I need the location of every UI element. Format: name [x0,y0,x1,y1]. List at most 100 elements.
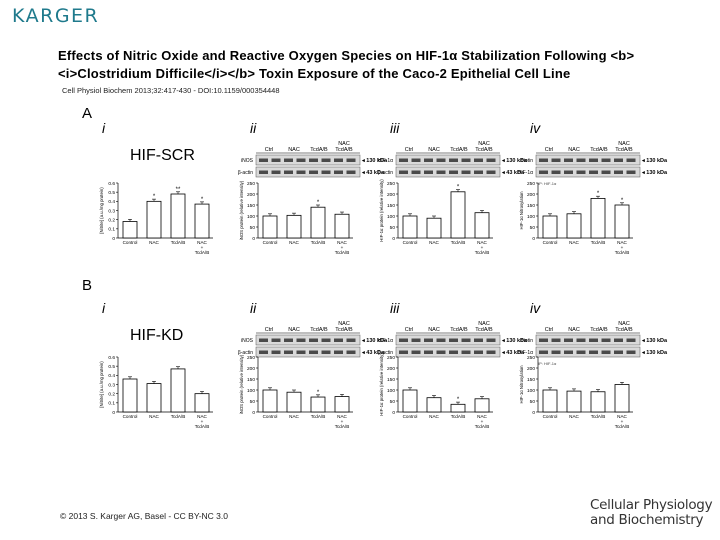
chart-A-ii-cat-0-0: Control [263,240,278,245]
chart-B-i-ylabel: [Nitrite] (a.u./mg protein) [99,361,104,408]
chart-A-i-tick-label-3: 0.3 [108,208,115,214]
chart-B-ii-tick-label-4: 200 [247,366,255,372]
chart-B-iv-bar-3 [614,384,630,413]
blot-band-Aiv-1-4 [589,170,598,174]
blot-band-Aii-1-3 [296,170,306,174]
chart-B-i-cat-3-1: + [201,419,204,424]
chart-B-i-bar-2 [170,368,186,413]
chart-B-iii-tick-label-0: 0 [392,410,395,416]
journal-logo: Cellular Physiology and Biochemistry [590,498,713,528]
chart-B-iii-bar-2 [450,403,466,413]
blot-lane-Bii-3-b: TcdA/B [335,327,353,333]
chart-B-iv-ylabel: HIF-1α Nitrosylation [519,365,524,404]
blot-band-Bii-1-6 [334,350,343,354]
chart-A-i-bar-0 [122,221,138,239]
blot-band-Biii-1-0 [399,350,408,354]
subpanel-label-B-iii: iii [390,300,400,316]
chart-B-iii-cat-3-1: + [481,419,484,424]
chart-A-iv-bar-0 [542,215,558,239]
blot-lane-Aii-0: Ctrl [265,147,274,153]
chart-B-iii-tick-label-4: 200 [387,366,395,372]
blot-lane-Aii-3-a: NAC [338,141,350,147]
blot-lane-Biii-3-b: TcdA/B [475,327,493,333]
chart-B-i-cat-0-0: Control [123,414,138,419]
blot-band-Aii-0-1 [271,158,281,162]
blot-strip-Aiv-0 [535,154,641,166]
chart-B-i-tick-label-6: 0.6 [108,355,115,361]
blot-strip-Aiii-1 [395,166,501,178]
chart-A-iii-cat-3-0: NAC [477,240,487,245]
blot-lane-Biv-0: Ctrl [545,327,554,333]
blot-band-Aiv-0-5 [601,158,611,162]
blot-band-Aii-1-2 [284,170,293,174]
chart-B-iv-tick-label-2: 100 [527,388,535,394]
chart-A-i-cat-0-0: Control [123,240,138,245]
chart-B-iv-cat-3-0: NAC [617,414,627,419]
blot-lane-Aiv-1: NAC [568,147,580,153]
chart-A-ii-tick-label-0: 0 [252,236,255,242]
blot-lane-Bii-0: Ctrl [265,327,274,333]
chart-B-i-tick-label-1: 0.1 [108,401,115,407]
blot-band-Bii-1-0 [259,350,268,354]
subpanel-label-A-iv: iv [530,120,541,136]
blot-strip-Aii-1 [255,166,361,178]
blot-lane-Biii-3-a: NAC [478,321,490,327]
blot-band-Aiii-0-2 [424,158,433,162]
blot-marker-Aii-0: ◂ 130 kDa [361,158,388,164]
chart-B-i-cat-1-0: NAC [149,414,159,419]
chart-A-iv-tick-label-2: 100 [527,214,535,220]
blot-band-Biii-1-2 [424,350,433,354]
blot-band-Aiii-1-7 [486,170,496,174]
blot-band-Aiv-0-4 [589,158,598,162]
blot-band-Aiii-1-3 [436,170,446,174]
blot-band-Aii-1-1 [271,170,281,174]
chart-A-iv-tick-label-3: 150 [527,203,535,209]
panel-label-A: A [82,105,92,122]
chart-B-iv-tick-label-4: 200 [527,366,535,372]
blot-marker-Biv-1: ◂ 130 kDa [641,350,668,356]
chart-B-iii-tick-label-5: 250 [387,355,395,361]
blot-row-label-Biii-1: β-actin [378,350,393,356]
blot-lane-Aiv-3-a: NAC [618,141,630,147]
chart-A-i-star-2: ** [176,187,181,193]
blot-band-Bii-0-1 [271,338,281,342]
chart-A-iii-cat-3-1: + [481,245,484,250]
blot-strip-Bii-0 [255,334,361,346]
chart-A-iv-cat-0-0: Control [543,240,558,245]
chart-A-iii-cat-1-0: NAC [429,240,439,245]
chart-A-i-star-1: * [153,194,156,200]
chart-B-ii-bar-0 [262,389,278,413]
blot-marker-Aiii-0: ◂ 130 kDa [501,158,528,164]
chart-B-i-bar-1 [146,383,162,413]
blot-band-Aii-1-6 [334,170,343,174]
chart-A-iv-cat-2-0: TcdA/B [591,240,606,245]
blot-band-Aii-0-0 [259,158,268,162]
chart-A-ii-bar-0 [262,215,278,239]
blot-band-Aiii-1-1 [411,170,421,174]
blot-lane-Aiv-3-b: TcdA/B [615,147,633,153]
blot-row-label-Aiii-1: β-actin [378,170,393,176]
blot-band-Aiv-1-6 [614,170,623,174]
chart-A-i-bar-2 [170,193,186,239]
chart-B-iii-cat-2-0: TcdA/B [451,414,466,419]
blot-band-Biii-1-6 [474,350,483,354]
blot-band-Aiii-0-6 [474,158,483,162]
blot-band-Aii-1-4 [309,170,318,174]
blot-band-Aiv-1-3 [576,170,586,174]
blot-band-Aiii-1-6 [474,170,483,174]
chart-B-ii-cat-3-1: + [341,419,344,424]
chart-B-iii-cat-3-0: NAC [477,414,487,419]
subpanel-label-B-ii: ii [250,300,257,316]
blot-row-label-Biii-0: HIF-1α [378,338,394,344]
chart-B-ii-cat-0-0: Control [263,414,278,419]
blot-band-Biii-0-5 [461,338,471,342]
blot-band-Biv-1-1 [551,350,561,354]
chart-A-iii-cat-2-0: TcdA/B [451,240,466,245]
blot-marker-Aiv-0: ◂ 130 kDa [641,158,668,164]
blot-row-label-Aiii-0: HIF-1α [378,158,394,164]
blot-band-Aiv-0-1 [551,158,561,162]
chart-A-iii-star-2: * [457,185,460,191]
chart-A-i-tick-label-4: 0.4 [108,199,115,205]
chart-B-iv-tick-label-3: 150 [527,377,535,383]
